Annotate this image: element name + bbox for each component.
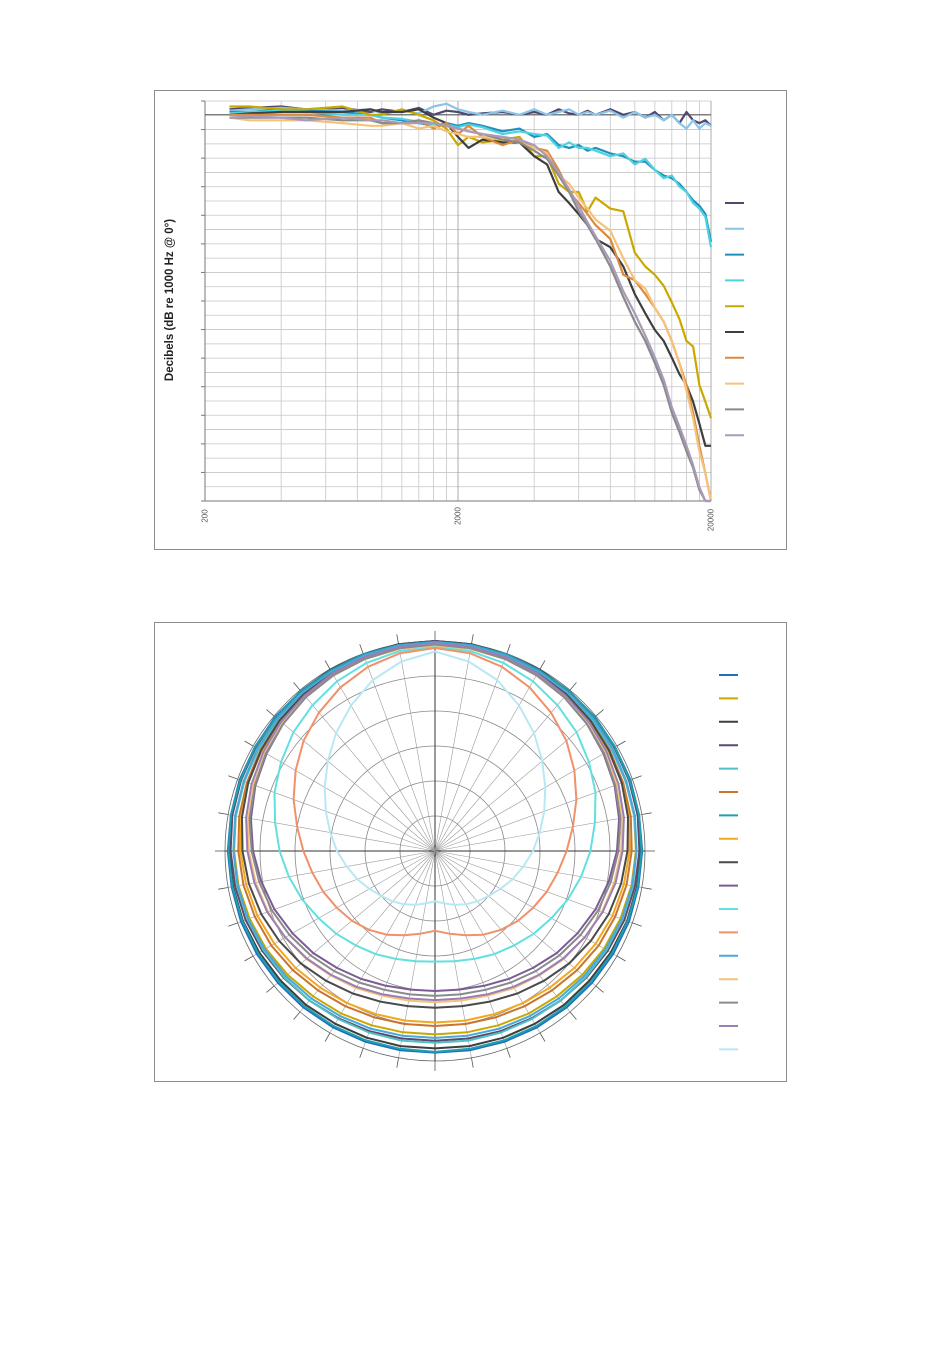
- polar-series-15: [248, 643, 622, 997]
- polar-angle-tick: [218, 887, 229, 890]
- polar-spoke: [237, 850, 436, 924]
- polar-angle-tick: [569, 682, 577, 691]
- polar-spoke: [434, 689, 571, 852]
- polar-angle-tick: [293, 682, 301, 691]
- polar-angle-tick: [632, 922, 642, 927]
- polar-angle-tick: [266, 709, 275, 717]
- polar-angle-tick: [293, 1011, 301, 1020]
- polar-angle-tick: [506, 1048, 511, 1058]
- polar-angle-tick: [228, 922, 238, 927]
- polar-series-9: [241, 642, 629, 1009]
- polar-spoke: [434, 644, 472, 852]
- polar-spoke: [252, 745, 436, 852]
- polar-angle-tick: [228, 775, 238, 780]
- polar-angle-tick: [359, 1048, 364, 1058]
- polar-series-13: [232, 641, 638, 1039]
- polar-angle-tick: [266, 985, 275, 993]
- polar-spoke: [237, 778, 436, 852]
- polar-angle-tick: [632, 775, 642, 780]
- polar-spoke: [434, 778, 633, 852]
- polar-angle-tick: [396, 1057, 399, 1068]
- series-line-9: [229, 116, 711, 503]
- polar-series-12: [292, 647, 578, 937]
- polar-angle-tick: [244, 740, 254, 747]
- polar-spoke: [434, 850, 508, 1049]
- polar-spoke: [299, 689, 436, 852]
- polar-series-5: [232, 642, 638, 1044]
- series-line-3: [229, 108, 713, 242]
- polar-spoke: [329, 668, 436, 852]
- polar-series-16: [245, 642, 625, 1002]
- polar-angle-tick: [595, 985, 604, 993]
- series-line-4: [229, 109, 713, 248]
- polar-angle-tick: [244, 955, 254, 962]
- polar-angle-tick: [569, 1011, 577, 1020]
- polar-spoke: [434, 668, 541, 852]
- polar-series-11: [273, 645, 597, 963]
- frequency-response-chart: [154, 90, 787, 550]
- polar-angle-tick: [539, 1032, 546, 1042]
- polar-spoke: [228, 850, 436, 888]
- polar-spoke: [434, 850, 633, 924]
- polar-angle-tick: [324, 1032, 331, 1042]
- polar-spoke: [434, 850, 571, 1013]
- polar-spoke: [362, 850, 436, 1049]
- polar-spoke: [434, 653, 508, 852]
- polar-angle-tick: [396, 634, 399, 645]
- polar-angle-tick: [471, 1057, 474, 1068]
- series-line-5: [229, 105, 713, 419]
- polar-spoke: [434, 715, 597, 852]
- polar-series-7: [227, 640, 643, 1053]
- polar-angle-tick: [616, 955, 626, 962]
- polar-angle-tick: [641, 887, 652, 890]
- polar-spoke: [434, 745, 618, 852]
- polar-angle-tick: [641, 812, 652, 815]
- polar-angle-tick: [539, 660, 546, 670]
- polar-spoke: [273, 715, 436, 852]
- polar-spoke: [434, 850, 642, 888]
- polar-angle-tick: [359, 644, 364, 654]
- polar-spoke: [434, 850, 618, 957]
- polar-spoke: [299, 850, 436, 1013]
- series-line-10: [229, 115, 711, 503]
- polar-angle-tick: [595, 709, 604, 717]
- polar-spoke: [228, 814, 436, 852]
- polar-spoke: [398, 644, 436, 852]
- polar-angle-tick: [471, 634, 474, 645]
- polar-spoke: [434, 814, 642, 852]
- polar-spoke: [252, 850, 436, 957]
- polar-angle-tick: [324, 660, 331, 670]
- series-line-6: [229, 108, 711, 447]
- polar-angle-tick: [506, 644, 511, 654]
- polar-series-17: [323, 650, 547, 906]
- polar-angle-tick: [616, 740, 626, 747]
- polar-angle-tick: [218, 812, 229, 815]
- polar-spoke: [362, 653, 436, 852]
- series-line-2: [229, 102, 712, 130]
